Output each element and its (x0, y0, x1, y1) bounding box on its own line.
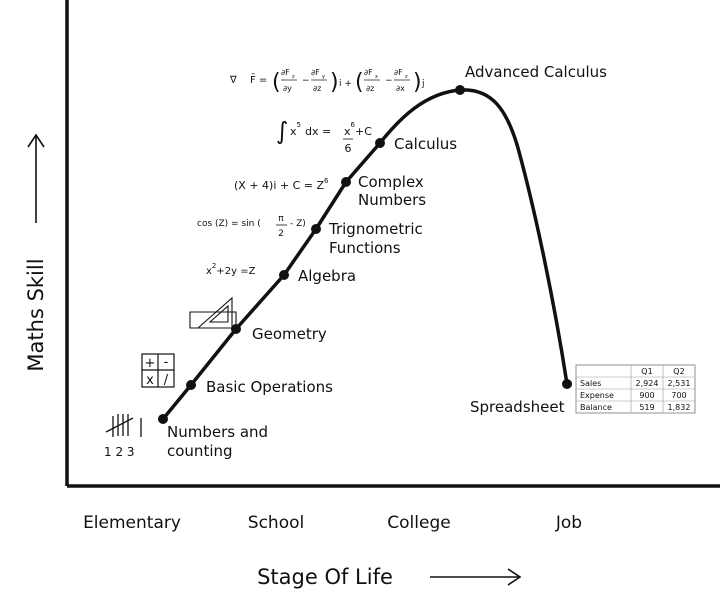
table-cell: 2,924 (636, 379, 659, 388)
x-tick-label-elementary: Elementary (83, 513, 181, 533)
point-spreadsheet (562, 379, 572, 389)
label-calculus: Calculus (394, 135, 457, 153)
table-cell: 700 (671, 391, 686, 400)
svg-text:x: x (375, 74, 378, 80)
operations-grid-icon (141, 353, 175, 388)
table-cell: 519 (639, 403, 654, 412)
label-spreadsheet: Spreadsheet (470, 398, 565, 416)
label-trignometric-functions-line1: Trignometric (328, 220, 423, 238)
point-complex-numbers (341, 177, 351, 187)
svg-text:∂F: ∂F (364, 68, 373, 77)
op-minus: - (164, 355, 169, 370)
table-cell: Balance (580, 403, 612, 412)
label-numbers-and-counting-line2: counting (167, 442, 233, 460)
point-geometry (231, 324, 241, 334)
label-numbers-and-counting-line1: Numbers and (167, 423, 268, 441)
svg-text:−: − (385, 76, 393, 86)
svg-text:z: z (405, 74, 408, 80)
tally-marks-icon (105, 414, 142, 437)
label-advanced-calculus: Advanced Calculus (465, 63, 607, 81)
svg-text:(: ( (272, 70, 281, 95)
svg-text:−: − (302, 76, 310, 86)
x-axis-title: Stage Of Life (257, 565, 393, 589)
x-tick-label-college: College (387, 513, 450, 533)
point-calculus (375, 138, 385, 148)
svg-text:): ) (413, 70, 422, 95)
label-complex-numbers-line2: Numbers (358, 191, 426, 209)
skill-curve (161, 88, 569, 421)
svg-text:∂F: ∂F (311, 68, 320, 77)
svg-text:∂y: ∂y (283, 84, 292, 93)
svg-text:∇: ∇ (229, 75, 237, 86)
svg-text:): ) (330, 70, 339, 95)
complex-equation: (X + 4)i + C = Z6 (234, 177, 329, 192)
svg-text:∂z: ∂z (366, 84, 374, 93)
algebra-equation: x2+2y =Z (206, 262, 256, 277)
point-trignometric-functions (311, 224, 321, 234)
svg-text:j: j (421, 79, 425, 89)
y-axis-arrow-icon (27, 133, 45, 223)
svg-text:∂F: ∂F (281, 68, 290, 77)
set-square-icon (189, 296, 237, 329)
trig-equation-end: - Z) (290, 219, 306, 229)
table-cell: Sales (580, 379, 601, 388)
table-header-cell: Q1 (641, 367, 652, 376)
point-advanced-calculus (455, 85, 465, 95)
calculus-fraction-num: x6+C (344, 121, 372, 138)
table-header-cell: Q2 (673, 367, 684, 376)
label-algebra: Algebra (298, 267, 356, 285)
op-times: x (146, 373, 154, 388)
table-cell: 2,531 (668, 379, 691, 388)
op-plus: + (145, 356, 156, 371)
svg-text:z: z (292, 74, 295, 80)
tally-numbers: 1 2 3 (104, 445, 135, 459)
curl-equation: ∇ F̄ = ( ∂F z ∂y − ∂F y ∂z ) i + ( ∂F x ∂z … (229, 68, 425, 95)
svg-text:∂z: ∂z (313, 84, 321, 93)
svg-text:∂F: ∂F (394, 68, 403, 77)
table-cell: 900 (639, 391, 654, 400)
point-numbers-and-counting (158, 414, 168, 424)
x-axis-arrow-icon (430, 568, 522, 586)
svg-text:F̄ =: F̄ = (250, 73, 267, 86)
spreadsheet-table: Q1 Q2 Sales 2,924 2,531 Expense 900 700 Balance 5… (575, 364, 696, 414)
label-geometry: Geometry (252, 325, 327, 343)
point-basic-operations (186, 380, 196, 390)
svg-text:i +: i + (339, 79, 352, 89)
table-cell: Expense (580, 391, 614, 400)
calculus-equation: x5 dx = (290, 121, 331, 138)
op-divide: / (164, 373, 169, 388)
label-basic-operations: Basic Operations (206, 378, 333, 396)
trig-fraction-num: π (278, 214, 284, 224)
x-tick-label-job: Job (555, 513, 582, 533)
table-cell: 1,832 (668, 403, 691, 412)
calculus-fraction-den: 6 (345, 142, 352, 155)
label-trignometric-functions-line2: Functions (329, 239, 401, 257)
svg-text:y: y (322, 74, 325, 80)
trig-equation: cos (Z) = sin ( (197, 219, 261, 229)
label-complex-numbers-line1: Complex (358, 173, 424, 191)
y-axis-title: Maths Skill (24, 258, 48, 371)
point-algebra (279, 270, 289, 280)
trig-fraction-den: 2 (278, 229, 284, 239)
svg-text:∂x: ∂x (396, 84, 405, 93)
x-tick-label-school: School (248, 513, 304, 533)
integral-sign-icon: ∫ (276, 117, 289, 145)
svg-text:(: ( (355, 70, 364, 95)
